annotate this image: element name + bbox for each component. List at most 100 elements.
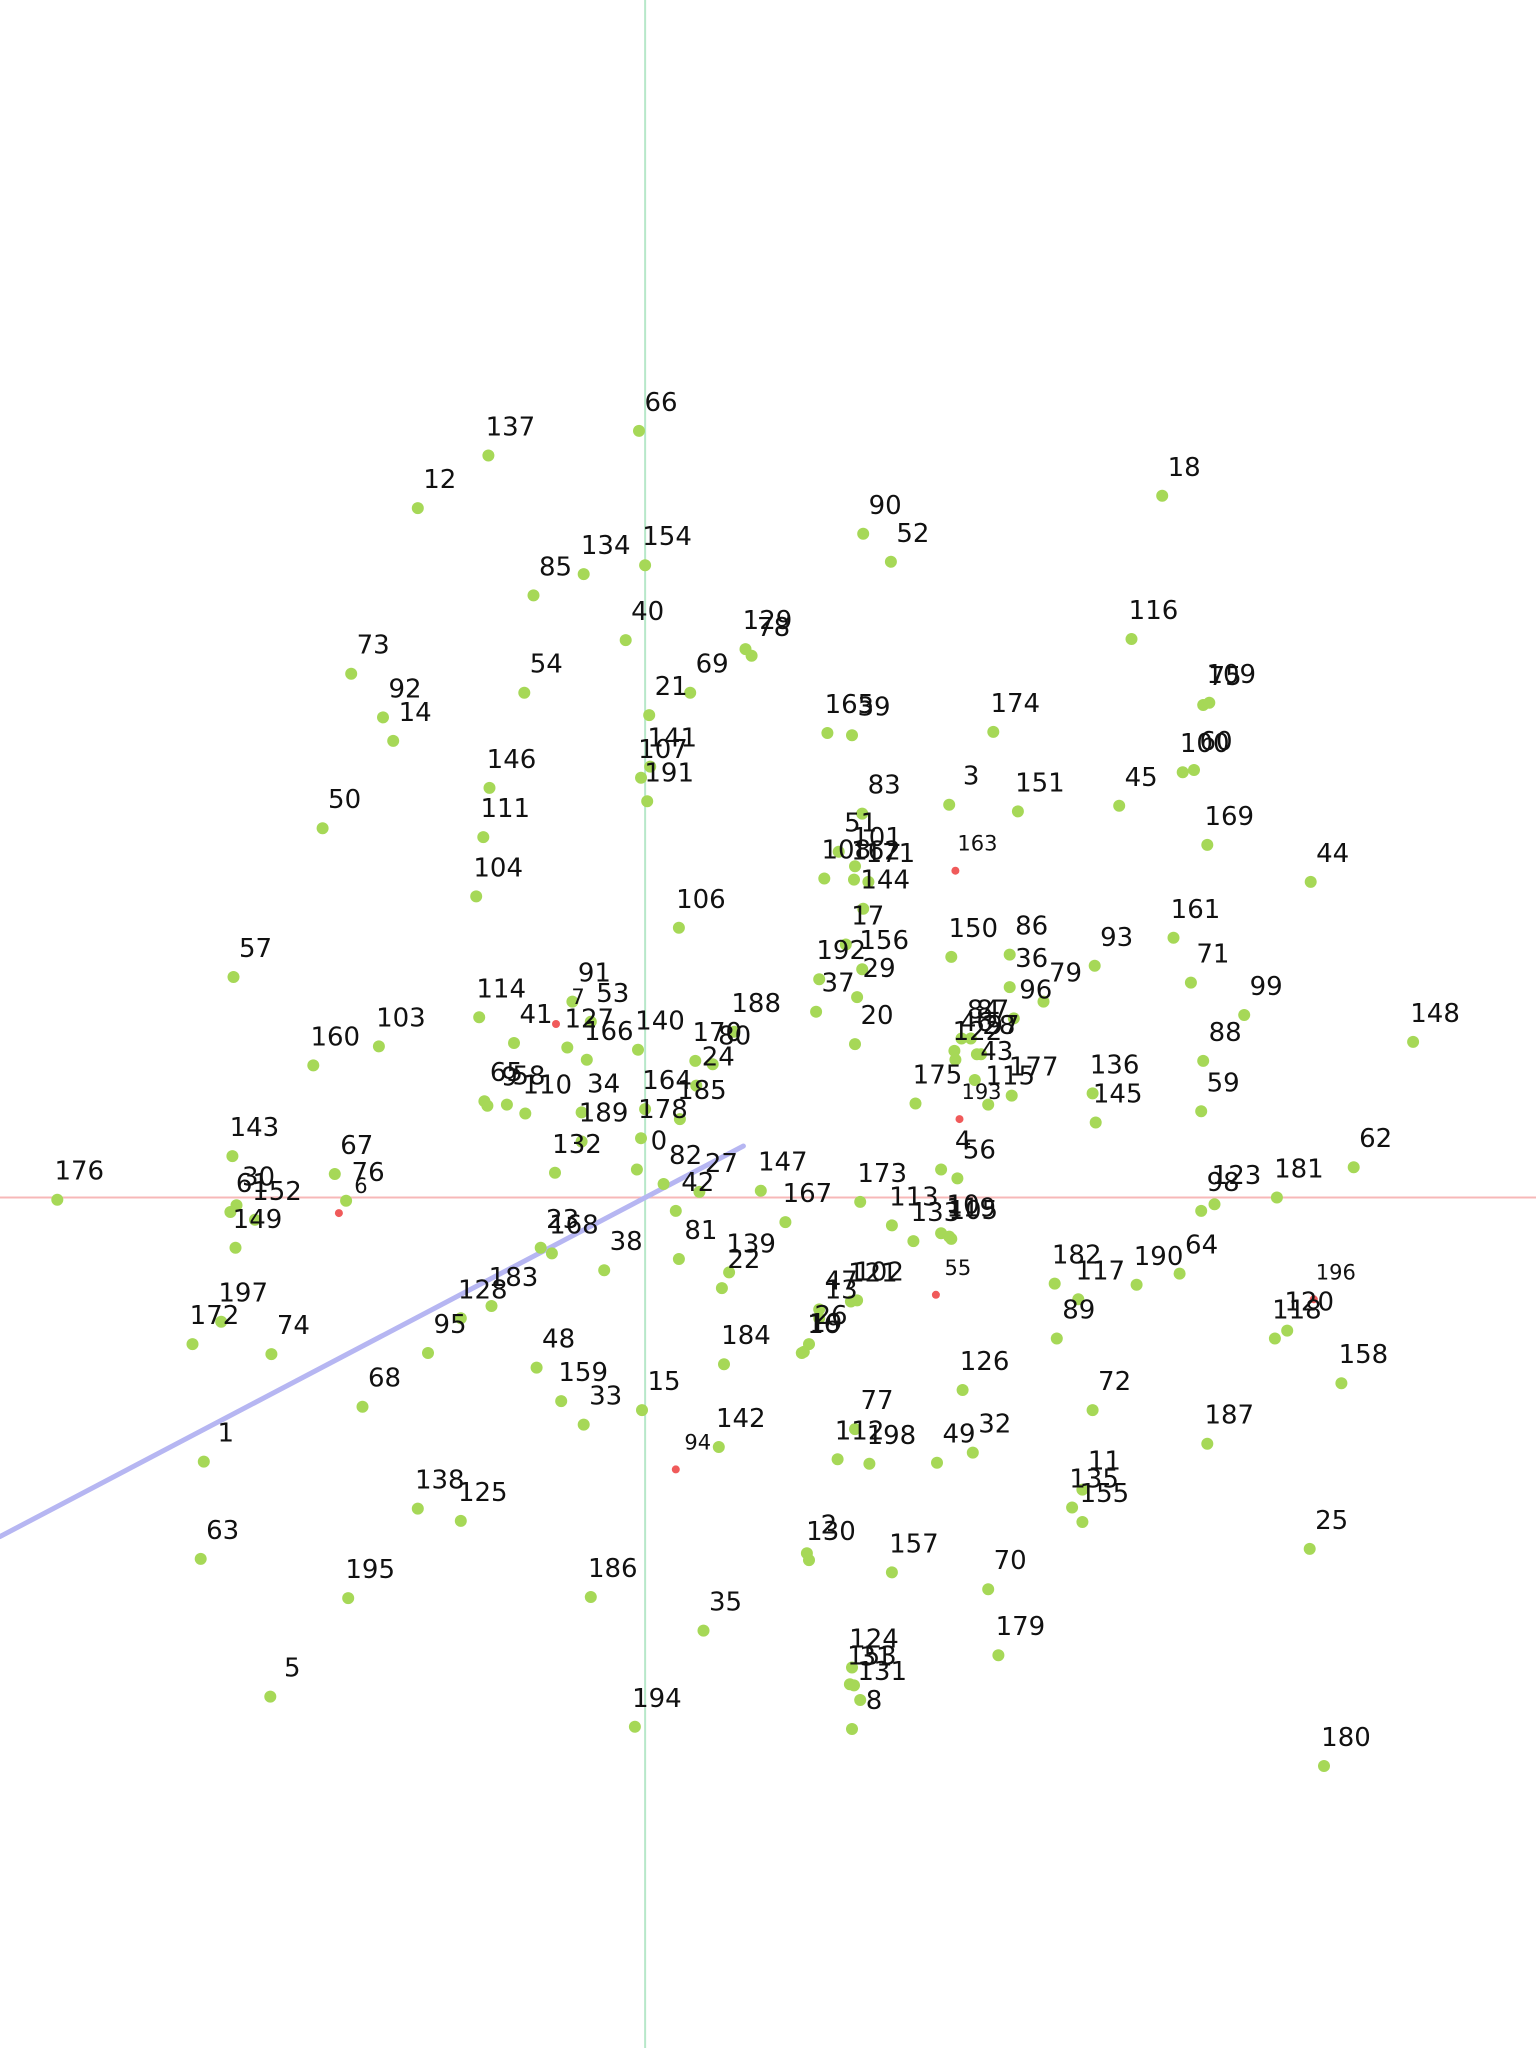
scatter-point: [854, 1195, 867, 1208]
point-label: 145: [1093, 1080, 1143, 1110]
point-label: 110: [522, 1071, 572, 1101]
point-label: 23: [546, 1205, 579, 1235]
scatter-point: [884, 555, 897, 568]
scatter-point: [580, 1053, 593, 1066]
scatter-point: [712, 1441, 725, 1453]
point-label: 161: [1171, 895, 1221, 925]
point-label: 35: [709, 1588, 742, 1618]
scatter-point: [1201, 1437, 1214, 1450]
scatter-point: [951, 1172, 964, 1185]
point-label: 189: [579, 1099, 629, 1129]
point-label: 30: [242, 1162, 275, 1192]
point-label: 56: [963, 1135, 996, 1165]
scatter-point: [387, 734, 400, 747]
scatter-point: [968, 1074, 981, 1086]
scatter-point: [1088, 959, 1101, 972]
scatter-point: [1309, 1295, 1318, 1304]
point-label: 169: [1204, 802, 1254, 832]
point-label: 93: [1100, 923, 1133, 953]
point-label: 167: [783, 1179, 833, 1209]
point-label: 187: [1204, 1401, 1254, 1431]
point-label: 16: [807, 1310, 840, 1340]
scatter-point: [1195, 1204, 1208, 1217]
point-label: 92: [388, 674, 421, 704]
scatter-point: [956, 1384, 969, 1396]
point-label: 8: [866, 1686, 883, 1716]
scatter-point: [1208, 1198, 1221, 1211]
point-label: 179: [996, 1612, 1046, 1642]
point-label: 95: [433, 1310, 466, 1340]
point-label: 144: [860, 866, 910, 896]
point-label: 74: [277, 1311, 310, 1341]
point-label: 131: [857, 1657, 907, 1687]
point-label: 52: [896, 519, 929, 549]
scatter-point: [1156, 489, 1169, 502]
point-label: 85: [539, 552, 572, 582]
scatter-point: [1113, 799, 1126, 812]
scatter-point: [948, 1044, 961, 1057]
point-label: 3: [963, 762, 980, 792]
scatter-point: [356, 1400, 369, 1413]
scatter-point: [832, 845, 845, 858]
scatter-point: [518, 686, 531, 699]
point-label: 126: [960, 1347, 1010, 1377]
scatter-point: [951, 866, 960, 875]
scatter-point: [630, 1163, 643, 1176]
point-label: 63: [206, 1516, 239, 1546]
scatter-point: [473, 1011, 486, 1024]
point-label: 191: [644, 758, 694, 788]
direction-vector-line: [0, 1143, 746, 1540]
scatter-point: [907, 1235, 920, 1248]
point-label: 116: [1129, 596, 1179, 626]
scatter-point: [334, 1209, 343, 1218]
scatter-point: [684, 686, 697, 699]
point-label: 165: [825, 690, 875, 720]
point-label: 89: [1062, 1296, 1095, 1326]
point-label: 31: [859, 1642, 892, 1672]
point-label: 19: [809, 1309, 842, 1339]
scatter-point: [849, 1038, 861, 1051]
point-label: 15: [647, 1367, 680, 1397]
scatter-point: [945, 950, 958, 963]
scatter-point: [575, 1106, 588, 1119]
point-label: 80: [718, 1021, 751, 1051]
scatter-point: [813, 1312, 826, 1325]
scatter-point: [264, 1690, 277, 1703]
scatter-point: [943, 1230, 956, 1243]
scatter-point: [632, 1043, 644, 1056]
scatter-point: [633, 424, 645, 437]
scatter-point: [1303, 1542, 1316, 1555]
scatter-point: [482, 449, 495, 462]
scatter-point: [307, 1059, 320, 1072]
points-layer: [51, 424, 1420, 1772]
point-label: 58: [512, 1062, 545, 1092]
point-label: 134: [581, 531, 631, 561]
point-label: 137: [486, 413, 536, 443]
scatter-point: [1050, 1332, 1063, 1345]
scatter-point: [992, 1649, 1005, 1662]
point-label: 4: [955, 1127, 972, 1157]
point-label: 130: [806, 1517, 856, 1547]
scatter-point: [566, 995, 579, 1008]
point-label: 18: [1168, 453, 1201, 483]
scatter-point: [935, 1163, 948, 1176]
point-label: 41: [519, 1000, 552, 1030]
point-label: 123: [1212, 1161, 1262, 1191]
scatter-point: [718, 1358, 730, 1371]
scatter-point: [577, 1418, 590, 1431]
point-label: 45: [1125, 763, 1158, 793]
scatter-point: [534, 1241, 547, 1254]
point-label: 127: [564, 1005, 614, 1035]
point-label: 198: [867, 1421, 917, 1451]
scatter-point: [1184, 976, 1197, 989]
point-label: 83: [868, 771, 901, 801]
point-label: 27: [705, 1149, 738, 1179]
point-label: 94: [684, 1430, 711, 1454]
scatter-point: [372, 1040, 385, 1053]
point-label: 159: [558, 1358, 608, 1388]
scatter-point: [598, 1264, 611, 1277]
scatter-point: [226, 1150, 239, 1163]
scatter-point: [843, 1678, 856, 1691]
scatter-point: [856, 963, 869, 976]
scatter-point: [186, 1338, 199, 1351]
